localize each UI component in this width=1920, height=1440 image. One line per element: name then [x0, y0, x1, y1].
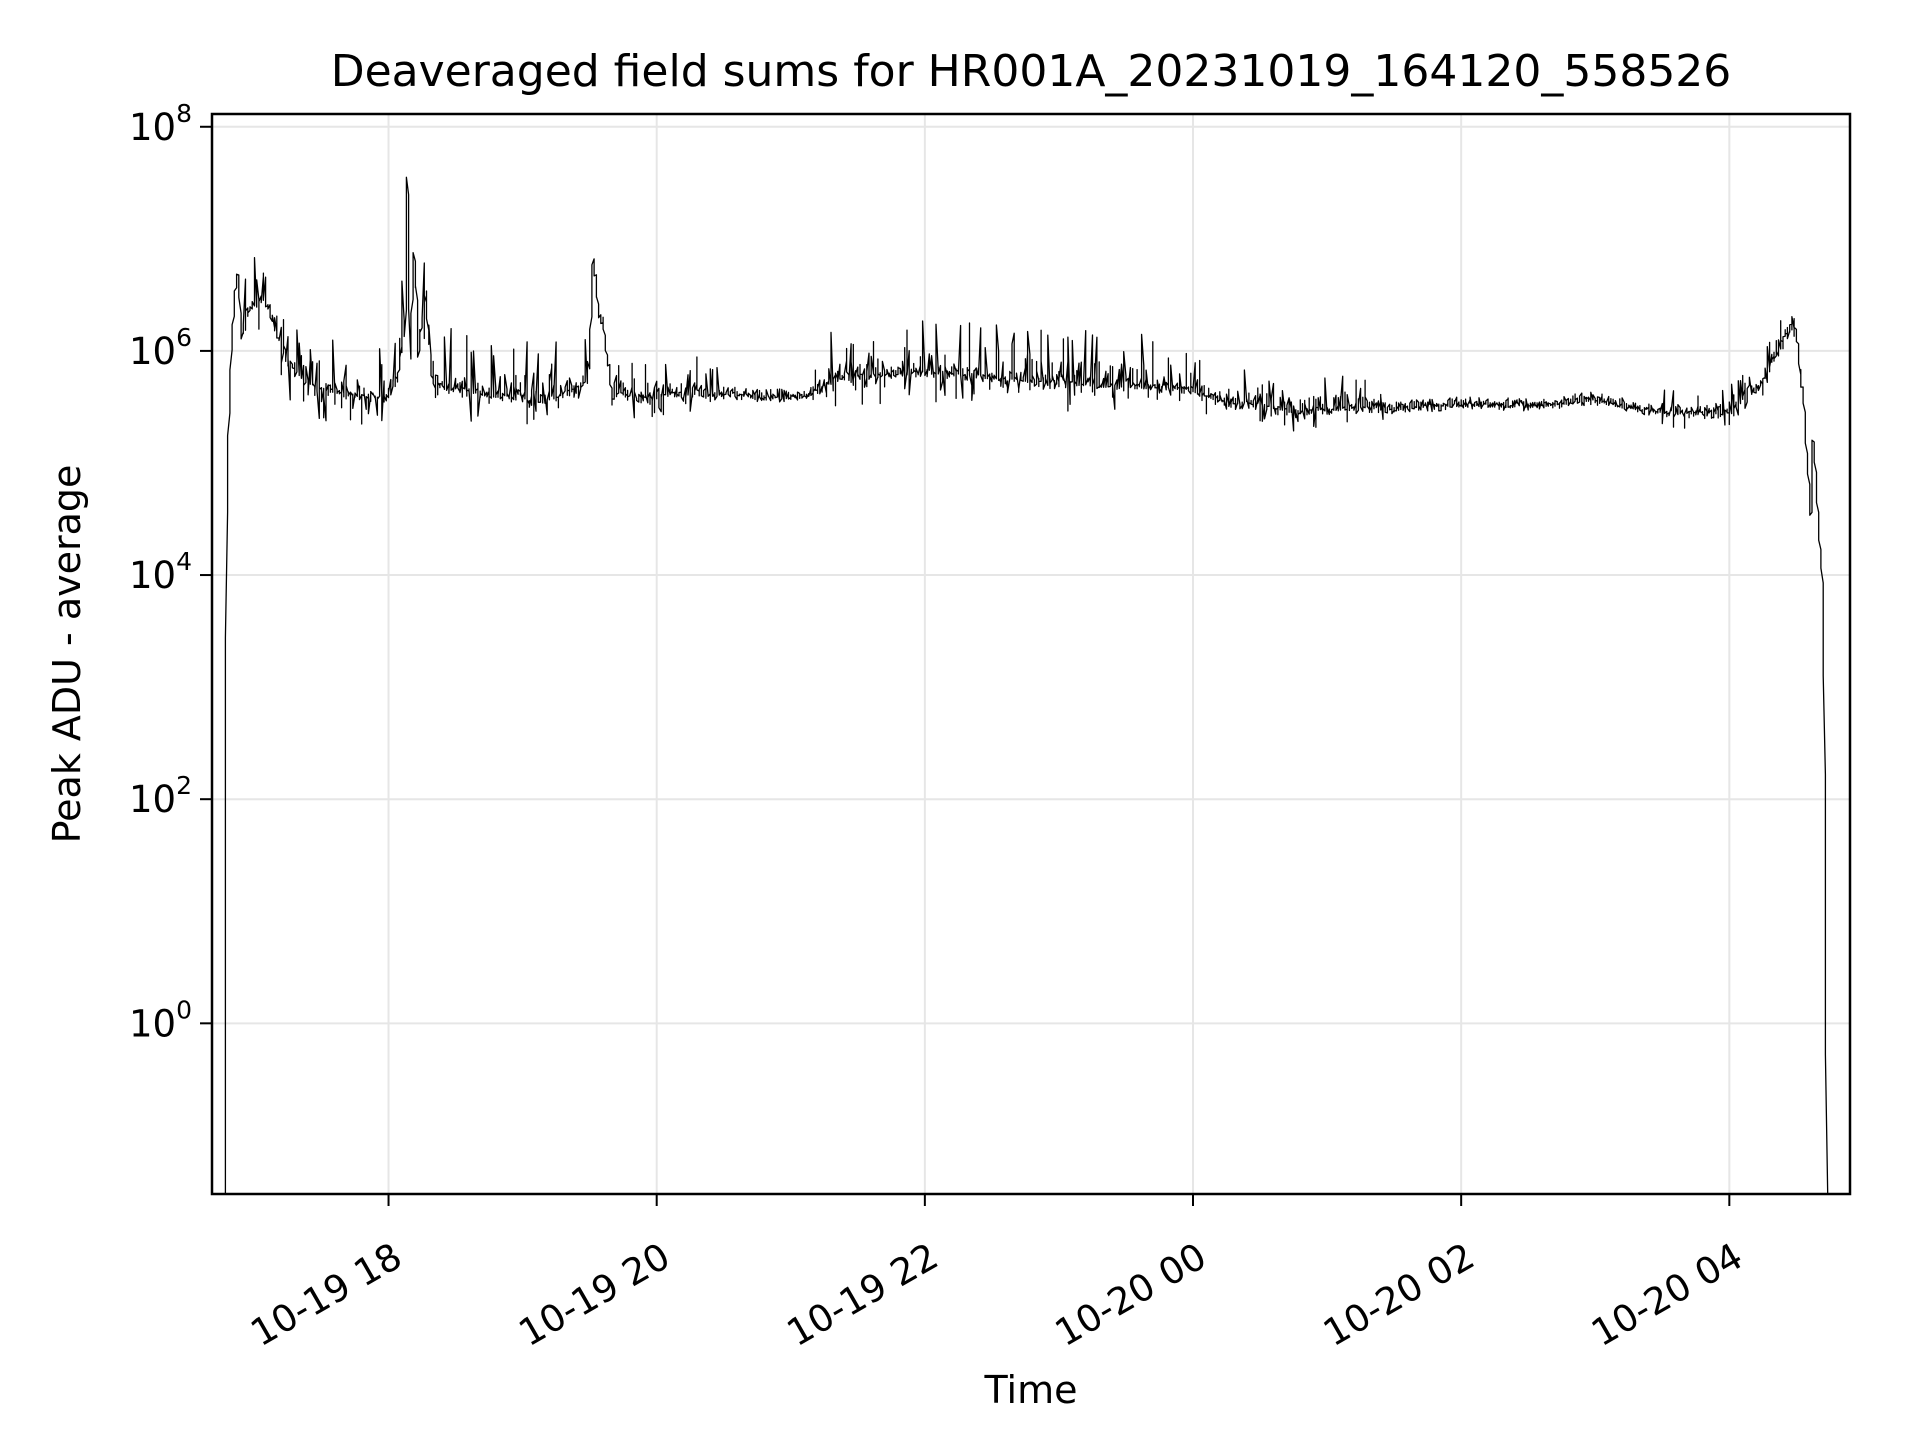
y-tick-label: 106 [129, 323, 192, 373]
y-tick-base: 10 [129, 778, 176, 821]
y-tick-exponent: 6 [176, 323, 192, 352]
plot-area [224, 176, 1829, 1194]
y-tick-base: 10 [129, 330, 176, 373]
y-tick-exponent: 4 [176, 547, 192, 576]
y-tick-exponent: 2 [176, 771, 192, 800]
y-tick-exponent: 8 [176, 99, 192, 128]
y-tick-label: 102 [129, 771, 192, 821]
y-tick-label: 100 [129, 995, 192, 1045]
y-tick-base: 10 [129, 106, 176, 149]
x-axis-label: Time [984, 1368, 1078, 1412]
y-tick-label: 108 [129, 99, 192, 149]
plot-frame [210, 112, 1852, 1196]
y-tick-base: 10 [129, 554, 176, 597]
y-axis-label: Peak ADU - average [45, 465, 89, 844]
gridlines [212, 114, 1850, 1194]
chart-title: Deaveraged field sums for HR001A_2023101… [331, 46, 1732, 97]
series-line [224, 176, 1829, 1194]
y-tick-base: 10 [129, 1002, 176, 1045]
y-tick-exponent: 0 [176, 995, 192, 1024]
y-tick-label: 104 [129, 547, 192, 597]
